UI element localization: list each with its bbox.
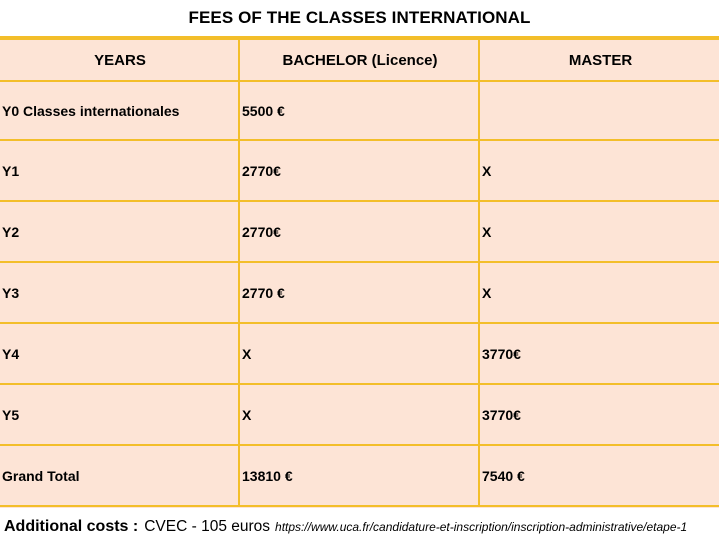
cell-bachelor: 2770€ — [238, 200, 480, 263]
table-row: Y3 2770 € X — [0, 261, 719, 324]
additional-costs-footer: Additional costs : CVEC - 105 euros http… — [0, 508, 719, 546]
header-years: YEARS — [0, 38, 240, 82]
cell-year: Y5 — [0, 383, 240, 446]
cell-year: Y0 Classes internationales — [0, 80, 240, 141]
cell-year: Y4 — [0, 322, 240, 385]
additional-costs-label: Additional costs : — [4, 518, 139, 535]
cell-master: 3770€ — [478, 383, 719, 446]
registration-url: https://www.uca.fr/candidature-et-inscri… — [275, 520, 688, 534]
cell-master — [478, 80, 719, 141]
cvec-cost: CVEC - 105 euros — [144, 518, 271, 535]
table-row: Y4 X 3770€ — [0, 322, 719, 385]
header-bachelor: BACHELOR (Licence) — [238, 38, 480, 82]
cell-bachelor: 5500 € — [238, 80, 480, 141]
grand-total-row: Grand Total 13810 € 7540 € — [0, 444, 719, 507]
cell-bachelor: 2770€ — [238, 139, 480, 202]
fees-table: YEARS BACHELOR (Licence) MASTER Y0 Class… — [0, 38, 719, 507]
cell-master-total: 7540 € — [478, 444, 719, 507]
header-row: YEARS BACHELOR (Licence) MASTER — [0, 38, 719, 82]
cell-bachelor: 2770 € — [238, 261, 480, 324]
sheet-title: FEES OF THE CLASSES INTERNATIONAL — [0, 0, 719, 38]
cell-bachelor-total: 13810 € — [238, 444, 480, 507]
table-row: Y5 X 3770€ — [0, 383, 719, 446]
table-row: Y1 2770€ X — [0, 139, 719, 202]
table-row: Y2 2770€ X — [0, 200, 719, 263]
cell-year: Y3 — [0, 261, 240, 324]
cell-master: X — [478, 139, 719, 202]
cell-year: Grand Total — [0, 444, 240, 507]
cell-master: 3770€ — [478, 322, 719, 385]
cell-bachelor: X — [238, 383, 480, 446]
table-row: Y0 Classes internationales 5500 € — [0, 80, 719, 141]
cell-year: Y2 — [0, 200, 240, 263]
cell-master: X — [478, 200, 719, 263]
header-master: MASTER — [478, 38, 719, 82]
cell-master: X — [478, 261, 719, 324]
cell-bachelor: X — [238, 322, 480, 385]
cell-year: Y1 — [0, 139, 240, 202]
